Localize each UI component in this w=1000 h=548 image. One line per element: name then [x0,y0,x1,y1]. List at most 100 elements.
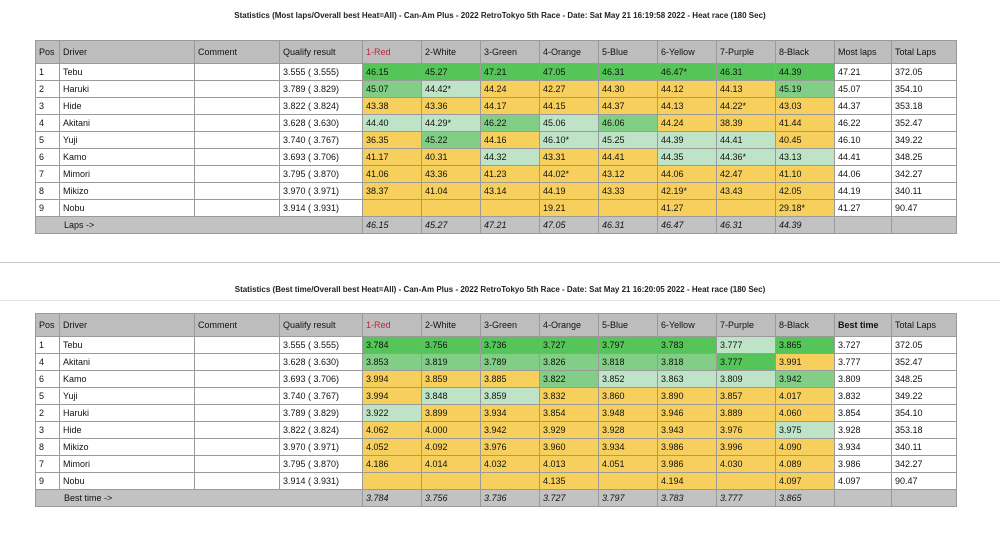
pos-cell: 5 [35,131,60,149]
table-row: 9 Nobu 3.914 ( 3.931) 19.21 41.27 29.18*… [35,199,957,217]
driver-cell: Nobu [59,472,195,490]
lane-cell [421,472,481,490]
comment-cell [194,114,280,132]
lane-cell: 3.976 [716,421,776,439]
footer-lane-value: 46.31 [598,216,658,234]
col-lane-white: 2-White [421,40,481,64]
comment-cell [194,387,280,405]
lane-cell: 4.014 [421,455,481,473]
col-lane-white: 2-White [421,313,481,337]
col-qualify: Qualify result [279,40,363,64]
total-laps-cell: 348.25 [891,370,957,388]
driver-cell: Mikizo [59,438,195,456]
lane-cell: 3.809 [716,370,776,388]
lane-cell: 40.31 [421,148,481,166]
qualify-cell: 3.693 ( 3.706) [279,148,363,166]
lane-cell: 3.942 [480,421,540,439]
qualify-cell: 3.693 ( 3.706) [279,370,363,388]
lane-cell: 44.12 [657,80,717,98]
footer-lane-value: 3.784 [362,489,422,507]
lane-cell: 45.06 [539,114,599,132]
most-laps-cell: 46.10 [834,131,892,149]
comment-cell [194,63,280,81]
lane-cell: 44.40 [362,114,422,132]
total-laps-cell: 372.05 [891,63,957,81]
lane-cell: 3.889 [716,404,776,422]
driver-cell: Tebu [59,63,195,81]
footer-lane-value: 46.47 [657,216,717,234]
lane-cell: 3.783 [657,336,717,354]
col-lane-yellow: 6-Yellow [657,40,717,64]
lane-cell: 44.19 [539,182,599,200]
lane-cell: 42.47 [716,165,776,183]
lane-cell [362,472,422,490]
qualify-cell: 3.628 ( 3.630) [279,114,363,132]
lane-cell: 46.31 [598,63,658,81]
lane-cell: 4.089 [775,455,835,473]
table-row: 4 Akitani 3.628 ( 3.630) 44.40 44.29* 46… [35,114,957,132]
title-underline [0,300,1000,301]
lane-cell: 4.051 [598,455,658,473]
lane-cell: 44.30 [598,80,658,98]
laps-table: Pos Driver Comment Qualify result 1-Red … [35,40,957,234]
lane-cell: 41.27 [657,199,717,217]
driver-cell: Haruki [59,404,195,422]
times-table: Pos Driver Comment Qualify result 1-Red … [35,313,957,507]
lane-cell: 3.848 [421,387,481,405]
qualify-cell: 3.555 ( 3.555) [279,336,363,354]
lane-cell [480,472,540,490]
lane-cell: 45.27 [421,63,481,81]
lane-cell: 46.47* [657,63,717,81]
footer-lane-value: 3.777 [716,489,776,507]
best-time-cell: 4.097 [834,472,892,490]
pos-cell: 7 [35,165,60,183]
driver-cell: Akitani [59,353,195,371]
lane-cell: 43.36 [421,97,481,115]
best-time-cell: 3.928 [834,421,892,439]
most-laps-cell: 45.07 [834,80,892,98]
lane-cell: 41.06 [362,165,422,183]
lane-cell: 3.934 [598,438,658,456]
lane-cell: 43.12 [598,165,658,183]
lane-cell: 38.39 [716,114,776,132]
pos-cell: 4 [35,353,60,371]
lane-cell: 4.060 [775,404,835,422]
table-row: 2 Haruki 3.789 ( 3.829) 3.922 3.899 3.93… [35,404,957,422]
lane-cell: 19.21 [539,199,599,217]
comment-cell [194,199,280,217]
table-row: 3 Hide 3.822 ( 3.824) 43.38 43.36 44.17 … [35,97,957,115]
lane-cell: 4.186 [362,455,422,473]
col-driver: Driver [59,313,195,337]
comment-cell [194,182,280,200]
qualify-cell: 3.795 ( 3.870) [279,165,363,183]
lane-cell: 3.942 [775,370,835,388]
lane-cell: 44.06 [657,165,717,183]
lane-cell: 3.789 [480,353,540,371]
lane-cell: 3.832 [539,387,599,405]
lane-cell: 4.000 [421,421,481,439]
lane-cell: 3.859 [421,370,481,388]
lane-cell: 42.05 [775,182,835,200]
lane-cell: 4.062 [362,421,422,439]
pos-cell: 9 [35,472,60,490]
footer-empty-cell [834,216,892,234]
qualify-cell: 3.914 ( 3.931) [279,472,363,490]
col-pos: Pos [35,40,60,64]
footer-lane-value: 47.21 [480,216,540,234]
lane-cell: 3.819 [421,353,481,371]
col-lane-green: 3-Green [480,40,540,64]
col-lane-yellow: 6-Yellow [657,313,717,337]
lane-cell: 46.10* [539,131,599,149]
qualify-cell: 3.555 ( 3.555) [279,63,363,81]
driver-cell: Yuji [59,387,195,405]
lane-cell: 3.784 [362,336,422,354]
best-time-cell: 3.809 [834,370,892,388]
col-lane-orange: 4-Orange [539,313,599,337]
best-time-cell: 3.777 [834,353,892,371]
lane-cell: 44.16 [480,131,540,149]
lane-cell: 3.996 [716,438,776,456]
pos-cell: 6 [35,370,60,388]
lane-cell: 4.030 [716,455,776,473]
lane-cell: 43.03 [775,97,835,115]
driver-cell: Hide [59,421,195,439]
